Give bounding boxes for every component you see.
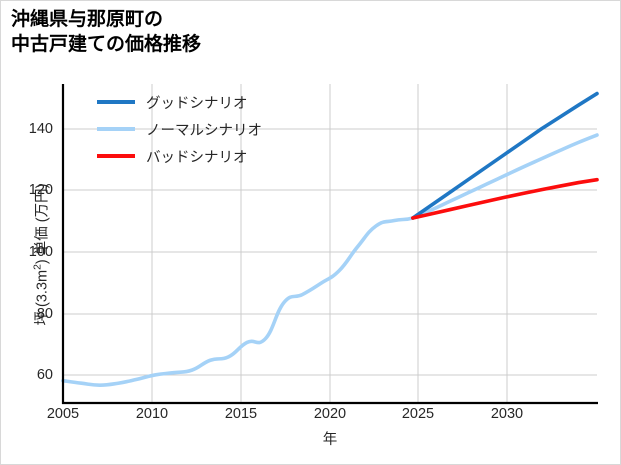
legend-item-good: グッドシナリオ [97, 93, 262, 112]
line-good-scenario [411, 91, 599, 220]
legend-swatch-bad-icon [97, 154, 135, 158]
ytick-120: 120 [28, 182, 53, 198]
xtick-2015: 2015 [224, 406, 258, 422]
y-axis-label-suffix: ) 単価 (万円) [34, 183, 51, 265]
xtick-2005: 2005 [46, 406, 80, 422]
data-lines [61, 91, 599, 387]
line-bad-scenario [411, 177, 599, 220]
legend-label-good: グッドシナリオ [146, 95, 248, 112]
chart-legend: グッドシナリオ ノーマルシナリオ バッドシナリオ [97, 93, 262, 166]
y-axis-label: 坪 (3.3m2) 単価 (万円) [31, 140, 52, 370]
xtick-2025: 2025 [401, 406, 435, 422]
legend-swatch-good-icon [97, 100, 135, 104]
page-title: 沖縄県与那原町の 中古戸建ての価格推移 [11, 9, 202, 56]
x-axis-label: 年 [322, 432, 338, 448]
xtick-2010: 2010 [135, 406, 169, 422]
line-normal-scenario [61, 133, 599, 387]
legend-label-bad: バッドシナリオ [146, 149, 248, 166]
axis-spines [61, 84, 598, 405]
ytick-100: 100 [28, 244, 53, 260]
legend-item-bad: バッドシナリオ [97, 147, 262, 166]
y-axis-label-superscript: 2 [32, 264, 44, 270]
legend-label-normal: ノーマルシナリオ [146, 122, 262, 139]
ytick-60: 60 [36, 367, 53, 383]
gridlines [62, 84, 597, 403]
xtick-2020: 2020 [313, 406, 347, 422]
ytick-80: 80 [36, 306, 53, 322]
legend-item-normal: ノーマルシナリオ [97, 120, 262, 139]
legend-swatch-normal-icon [97, 127, 135, 131]
y-axis-label-prefix: 坪 (3.3m [34, 269, 51, 326]
ytick-140: 140 [28, 121, 53, 137]
xtick-2030: 2030 [490, 406, 524, 422]
